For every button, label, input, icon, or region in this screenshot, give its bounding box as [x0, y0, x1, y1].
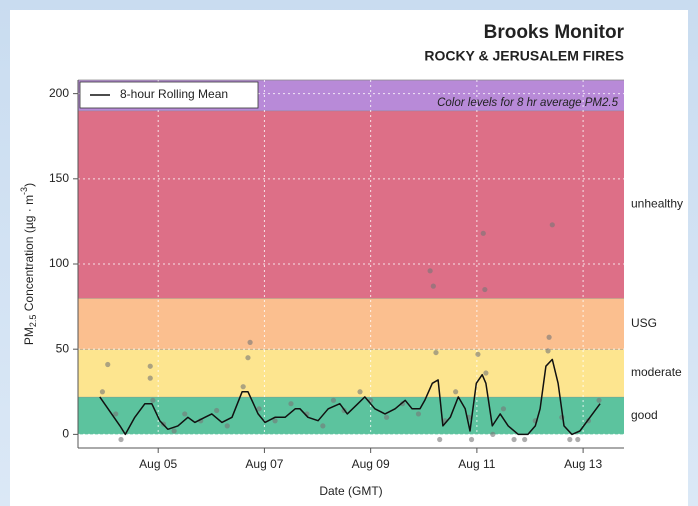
data-point — [468, 436, 475, 443]
data-point — [596, 397, 602, 403]
data-point — [99, 389, 106, 395]
data-point — [415, 411, 422, 417]
x-tick-label: Aug 11 — [458, 457, 495, 471]
band-label: moderate — [631, 365, 682, 379]
data-point — [288, 401, 294, 407]
data-point — [511, 436, 517, 443]
data-point — [214, 407, 220, 414]
y-axis-label: PM2.5 Concentration (µg · m-3) — [19, 183, 38, 345]
annotation: Color levels for 8 hr average PM2.5 — [437, 97, 618, 109]
data-point — [433, 349, 439, 356]
data-point — [147, 375, 153, 381]
plot-area — [78, 79, 624, 448]
data-point — [357, 389, 363, 395]
y-label-part: Concentration (µg · m — [22, 195, 36, 315]
data-point — [383, 414, 390, 420]
data-point — [224, 423, 230, 429]
data-point — [118, 436, 124, 443]
data-point — [482, 286, 488, 293]
x-tick-label: Aug 05 — [139, 457, 177, 471]
data-point — [545, 348, 551, 354]
line — [99, 358, 601, 436]
x-tick-label: Aug 13 — [564, 457, 602, 471]
data-point — [567, 436, 573, 443]
data-point — [490, 431, 496, 437]
data-point — [245, 355, 251, 361]
data-point — [150, 397, 156, 403]
data-point — [437, 436, 443, 443]
y-tick-label: 200 — [49, 86, 69, 100]
data-point — [272, 418, 278, 424]
data-point — [475, 351, 481, 357]
aqi-band — [78, 110, 624, 299]
band-label: USG — [631, 316, 657, 330]
data-point — [522, 436, 528, 443]
data-point — [105, 361, 111, 368]
x-axis-label: Date (GMT) — [319, 484, 382, 498]
data-point — [147, 363, 153, 369]
data-point — [483, 370, 489, 376]
data-point — [453, 389, 459, 395]
y-label-part: PM — [22, 327, 36, 345]
data-point — [546, 334, 552, 340]
y-label-part: ) — [22, 183, 36, 187]
band-label: unhealthy — [631, 197, 683, 211]
data-point — [480, 230, 486, 236]
y-tick-label: 100 — [49, 256, 69, 270]
data-point — [500, 406, 507, 412]
chart-title: Brooks Monitor — [484, 22, 625, 43]
y-label-sup: -3 — [19, 187, 29, 195]
x-tick-label: Aug 07 — [245, 457, 283, 471]
y-label-sub: 2.5 — [28, 315, 38, 328]
y-tick-label: 0 — [62, 427, 69, 441]
data-point — [320, 423, 326, 429]
data-point — [256, 406, 262, 412]
data-point — [247, 339, 253, 345]
aqi-band — [78, 396, 624, 435]
aqi-band — [78, 349, 624, 397]
legend-label: 8-hour Rolling Mean — [120, 87, 228, 101]
data-point — [330, 397, 337, 403]
data-point — [575, 436, 581, 443]
y-tick-label: 150 — [49, 171, 69, 185]
data-point — [182, 411, 188, 417]
y-tick-label: 50 — [56, 341, 70, 355]
data-point — [430, 283, 436, 289]
data-point — [549, 222, 555, 228]
data-point — [240, 384, 246, 390]
data-point — [171, 428, 177, 434]
data-point — [427, 268, 433, 274]
x-tick-label: Aug 09 — [352, 457, 390, 471]
chart-subtitle: ROCKY & JERUSALEM FIRES — [424, 48, 624, 64]
aqi-band — [78, 298, 624, 350]
band-label: good — [631, 408, 658, 422]
data-point — [113, 411, 119, 417]
